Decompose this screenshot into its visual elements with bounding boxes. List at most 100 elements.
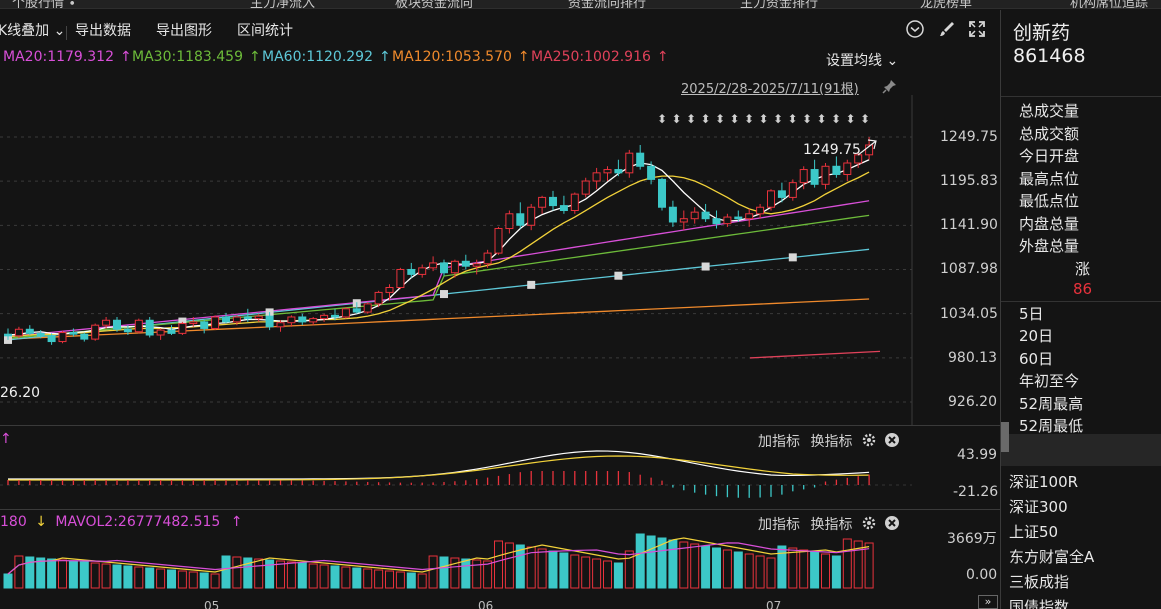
volume-bar — [221, 555, 231, 589]
field-low: 最低点位 — [1019, 192, 1080, 210]
export-data-button[interactable]: 导出数据 — [75, 23, 131, 39]
close-icon[interactable] — [884, 515, 900, 531]
tab-item[interactable]: 龙虎榜单 — [920, 0, 973, 9]
volume-bar — [297, 562, 307, 589]
mavol2-line — [7, 542, 870, 575]
tab-item[interactable]: 主力资金排行 — [740, 0, 819, 9]
candle-body — [865, 144, 874, 156]
tab-item[interactable]: 个股行情 ∙ — [12, 0, 77, 9]
volume-bar — [603, 560, 612, 589]
export-chart-button[interactable]: 导出图形 — [156, 23, 212, 39]
ma30-value: MA30:1183.459 ↑ — [132, 49, 261, 65]
field-outer-volume: 外盘总量 — [1019, 237, 1080, 255]
time-axis-tick: 07 — [766, 599, 782, 609]
candle-body — [745, 213, 754, 220]
macd-chart[interactable] — [0, 445, 912, 509]
range-stats-button[interactable]: 区间统计 — [237, 23, 293, 39]
ma120-value: MA120:1053.570 ↑ — [392, 49, 530, 65]
volume-bar — [613, 562, 623, 589]
volume-axis-tick: 0.00 — [966, 567, 998, 583]
signal-arrow: ⬍ — [657, 112, 667, 126]
period-5d: 5日 — [1019, 305, 1044, 323]
candle-body — [483, 252, 492, 265]
switch-indicator-button[interactable]: 换指标 — [810, 517, 853, 533]
candle-body — [592, 172, 601, 182]
signal-arrow: ⬍ — [744, 112, 754, 126]
ma20-value: MA20:1179.312 ↑ — [3, 49, 132, 65]
candle-body — [603, 169, 612, 174]
brush-icon[interactable] — [937, 19, 957, 39]
tab-item[interactable]: 板块资金流向 — [395, 0, 474, 9]
volume-chart[interactable] — [0, 530, 912, 596]
volume-bar — [177, 570, 187, 589]
fullscreen-icon[interactable] — [967, 19, 987, 39]
candle-body — [276, 322, 285, 328]
volume-bar — [90, 562, 100, 589]
time-axis-tick: 06 — [478, 599, 494, 609]
volume-bar — [581, 556, 591, 589]
ma60-marker — [4, 335, 12, 344]
date-range-label[interactable]: 2025/2/28-2025/7/11(91根) — [681, 82, 859, 97]
close-icon[interactable] — [884, 432, 900, 448]
signal-arrows: ⬍ ⬍ ⬍ ⬍ ⬍ ⬍ ⬍ ⬍ ⬍ ⬍ ⬍ ⬍ ⬍ ⬍ ⬍ — [657, 112, 877, 156]
candle-body — [352, 308, 361, 313]
volume-bar — [515, 544, 525, 589]
expand-button[interactable]: » — [978, 595, 998, 609]
candle-body — [581, 180, 590, 195]
volume-bar — [733, 551, 743, 589]
volume-bar — [428, 555, 438, 589]
add-indicator-button[interactable]: 加指标 — [758, 517, 800, 533]
candlestick-chart[interactable]: ⬍ ⬍ ⬍ ⬍ ⬍ ⬍ ⬍ ⬍ ⬍ ⬍ ⬍ ⬍ ⬍ ⬍ ⬍ — [0, 95, 1000, 425]
volume-bar — [232, 556, 242, 589]
period-52w-low: 52周最低 — [1019, 417, 1084, 435]
gear-icon[interactable] — [861, 515, 877, 531]
rise-label: 涨 — [1075, 260, 1091, 278]
index-item[interactable]: 深证300 — [1009, 498, 1068, 516]
gear-icon[interactable] — [861, 432, 877, 448]
volume-bar — [36, 557, 46, 589]
volume-bar — [831, 555, 841, 589]
ma-settings-button[interactable]: 设置均线 ⌄ — [826, 53, 899, 69]
candle-body — [472, 263, 481, 267]
index-item[interactable]: 国债指数 — [1009, 598, 1070, 609]
candle-body — [418, 267, 427, 275]
pin-icon[interactable] — [882, 78, 898, 94]
volume-bar — [439, 556, 449, 589]
volume-bar — [101, 563, 111, 589]
price-axis-tick: 1087.98 — [940, 261, 998, 277]
ma5-line — [7, 159, 870, 336]
candle-body — [527, 206, 536, 226]
index-item[interactable]: 深证100R — [1009, 473, 1079, 491]
candle-body — [647, 165, 656, 180]
volume-bar — [494, 540, 503, 589]
candle-body — [287, 316, 296, 324]
candle-body — [145, 319, 154, 336]
index-item[interactable]: 三板成指 — [1009, 573, 1070, 591]
switch-indicator-button[interactable]: 换指标 — [810, 434, 853, 450]
chevron-down-circle-icon[interactable] — [905, 19, 925, 39]
field-high: 最高点位 — [1019, 170, 1080, 188]
index-item[interactable]: 东方财富全A — [1009, 548, 1095, 566]
candle-body — [690, 211, 699, 220]
candle-body — [243, 316, 252, 320]
candle-body — [385, 286, 394, 293]
add-indicator-button[interactable]: 加指标 — [758, 434, 800, 450]
tab-item[interactable]: 主力净流入 — [250, 0, 316, 9]
candle-body — [102, 319, 111, 326]
candle-body — [777, 190, 786, 198]
index-item[interactable]: 上证50 — [1009, 523, 1059, 541]
ma10-line — [7, 171, 870, 338]
tab-item[interactable]: 资金流向排行 — [568, 0, 647, 9]
ma250-value: MA250:1002.916 ↑ — [531, 49, 669, 65]
volume-bar — [646, 535, 656, 589]
candle-body — [843, 162, 852, 175]
signal-arrow: ⬍ — [671, 112, 681, 126]
sidebar-collapse-handle[interactable] — [1001, 422, 1009, 452]
tab-item[interactable]: 机构席位追踪 — [1070, 0, 1149, 9]
volume-bar — [722, 549, 732, 589]
candle-body — [767, 190, 775, 208]
price-axis-tick: 926.20 — [948, 394, 997, 410]
kline-overlay-button[interactable]: K线叠加 ⌄ — [0, 23, 66, 39]
volume-bar — [777, 545, 787, 589]
sidebar-divider — [1001, 301, 1161, 302]
